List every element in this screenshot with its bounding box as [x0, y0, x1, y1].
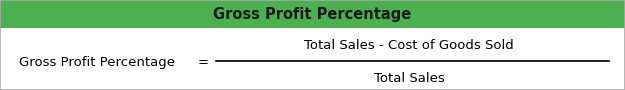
Text: Total Sales - Cost of Goods Sold: Total Sales - Cost of Goods Sold — [304, 39, 514, 52]
Bar — [0, 0, 625, 28]
Text: =: = — [198, 56, 209, 69]
Text: Gross Profit Percentage: Gross Profit Percentage — [19, 56, 175, 69]
Text: Gross Profit Percentage: Gross Profit Percentage — [213, 6, 412, 22]
Text: Total Sales: Total Sales — [374, 72, 445, 85]
